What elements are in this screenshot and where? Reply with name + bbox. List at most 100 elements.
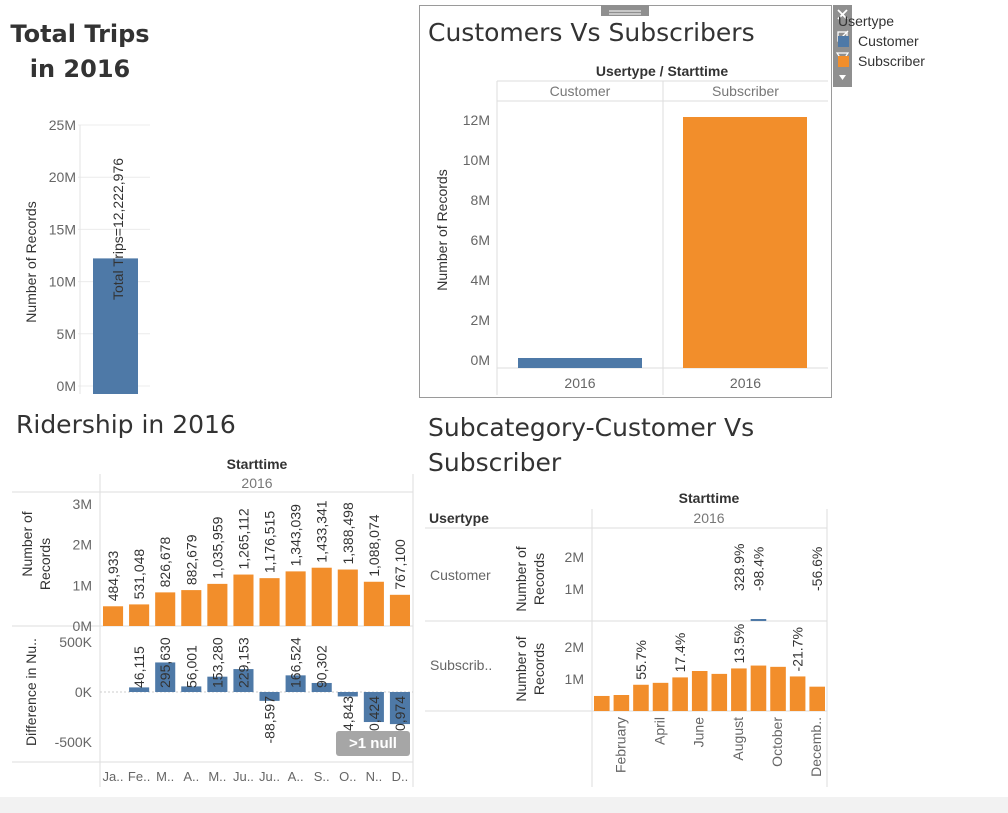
data-label: 153,280 xyxy=(209,637,225,688)
x-tick-label: 2016 xyxy=(730,375,761,391)
bar-month xyxy=(672,677,688,711)
data-label: 882,679 xyxy=(183,534,199,585)
legend-item-subscriber[interactable]: Subscriber xyxy=(838,53,925,69)
data-label: 1,088,074 xyxy=(366,514,382,576)
data-label: 17.4% xyxy=(672,633,688,673)
data-label: 46,115 xyxy=(131,646,147,688)
bar-month xyxy=(770,666,786,711)
legend: Usertype Customer Subscriber xyxy=(838,13,925,69)
x-tick-label: O.. xyxy=(339,769,356,784)
bar-subscriber xyxy=(683,117,807,368)
y-tick-label: 15M xyxy=(49,221,76,237)
bar-difference xyxy=(155,662,176,692)
y-axis-title-line2: Records xyxy=(531,553,547,605)
y-tick-label: 2M xyxy=(565,639,584,655)
data-label: 1,265,112 xyxy=(235,508,251,569)
y-tick-label: 2M xyxy=(565,549,584,565)
y-tick-label: 10M xyxy=(463,152,490,168)
data-label: 13.5% xyxy=(731,624,747,664)
footer-strip xyxy=(0,797,1008,813)
row-label-customer: Customer xyxy=(430,567,491,583)
y-axis-title-line1: Number of xyxy=(19,511,35,576)
legend-title: Usertype xyxy=(838,13,895,29)
dropdown-arrow-icon[interactable] xyxy=(839,75,846,80)
data-label: 1,433,341 xyxy=(314,500,330,562)
row-label-subscriber: Subscrib.. xyxy=(430,657,492,673)
bar-month xyxy=(633,684,649,711)
bar-month xyxy=(311,567,332,626)
y-axis-title-line2: Records xyxy=(37,538,53,590)
y-tick-label: 1M xyxy=(73,577,92,593)
data-label: 328.9% xyxy=(731,544,747,591)
subcategory-title-line1: Subcategory-Customer Vs xyxy=(428,413,755,442)
bar-month xyxy=(337,569,358,626)
y-tick-label: 0K xyxy=(75,684,93,700)
close-icon[interactable] xyxy=(837,9,848,20)
bar-month xyxy=(731,668,747,711)
x-tick-label: August xyxy=(730,717,746,761)
bar-difference xyxy=(285,675,306,692)
x-tick-label: Ja.. xyxy=(103,769,124,784)
y-tick-label: 1M xyxy=(565,581,584,597)
null-indicator-badge[interactable]: >1 null xyxy=(336,731,410,756)
data-label: 484,933 xyxy=(105,550,121,601)
bar-difference xyxy=(337,692,358,697)
bar-month xyxy=(363,581,384,626)
y-tick-label: 2M xyxy=(471,312,490,328)
customers-vs-subscribers-title: Customers Vs Subscribers xyxy=(428,18,755,47)
ridership-title: Ridership in 2016 xyxy=(16,410,236,439)
x-tick-label: June xyxy=(691,717,707,748)
header-year: 2016 xyxy=(693,510,724,526)
data-label: 166,524 xyxy=(288,637,304,688)
bar-difference xyxy=(207,676,228,692)
subcategory-title-line2: Subscriber xyxy=(428,448,562,477)
bar-month xyxy=(103,606,124,626)
x-tick-label: S.. xyxy=(314,769,330,784)
x-tick-label: April xyxy=(652,717,668,745)
bar-month xyxy=(594,695,610,711)
header-starttime: Starttime xyxy=(227,456,288,472)
bar-month xyxy=(750,665,767,711)
x-tick-label: Fe.. xyxy=(128,769,150,784)
total-trips-chart: 0M 5M 10M 15M 20M 25M Total Trips=12,222,976 Nu… xyxy=(23,117,150,394)
y-tick-label: 4M xyxy=(471,272,490,288)
y-tick-label: 8M xyxy=(471,192,490,208)
data-label: -56.6% xyxy=(809,547,825,591)
data-label: -88,597 xyxy=(262,696,278,744)
data-label: 56,001 xyxy=(183,645,199,688)
y-axis-title: Number of Records xyxy=(23,201,39,322)
bar-month xyxy=(789,676,806,711)
y-axis-title-line2: Records xyxy=(531,643,547,695)
y-tick-label: 25M xyxy=(49,117,76,133)
subcategory-title: Subcategory-Customer Vs Subscriber xyxy=(428,410,754,480)
x-tick-label: D.. xyxy=(392,769,409,784)
x-tick-label: 2016 xyxy=(564,375,595,391)
x-tick-label: M.. xyxy=(156,769,174,784)
bar-difference xyxy=(259,692,280,701)
x-tick-label: N.. xyxy=(366,769,383,784)
y-tick-label: 2M xyxy=(73,537,92,553)
null-indicator-text: >1 null xyxy=(349,735,397,752)
legend-item-customer[interactable]: Customer xyxy=(838,33,925,49)
y-tick-label: 0M xyxy=(471,352,490,368)
y-tick-label: 20M xyxy=(49,169,76,185)
column-header-customer: Customer xyxy=(550,83,611,99)
bar-month xyxy=(155,592,176,626)
bar-difference xyxy=(233,669,254,692)
data-label: 90,302 xyxy=(314,645,330,688)
drag-grip-icon[interactable] xyxy=(601,5,649,16)
header-usertype-starttime: Usertype / Starttime xyxy=(596,63,728,79)
y-tick-label: 3M xyxy=(73,496,92,512)
x-tick-label: October xyxy=(769,717,785,767)
x-tick-label: M.. xyxy=(208,769,226,784)
data-label: 531,048 xyxy=(131,549,147,600)
total-trips-title-line2: in 2016 xyxy=(29,55,131,83)
x-tick-label: Ju.. xyxy=(233,769,254,784)
total-trips-title: Total Trips in 2016 xyxy=(10,17,150,87)
drag-grip-lines xyxy=(609,10,641,15)
bar-customer xyxy=(518,358,642,368)
column-header-subscriber: Subscriber xyxy=(712,83,779,99)
data-label: 1,388,498 xyxy=(340,502,356,564)
data-label: 767,100 xyxy=(392,539,408,590)
bar-difference xyxy=(389,692,410,725)
